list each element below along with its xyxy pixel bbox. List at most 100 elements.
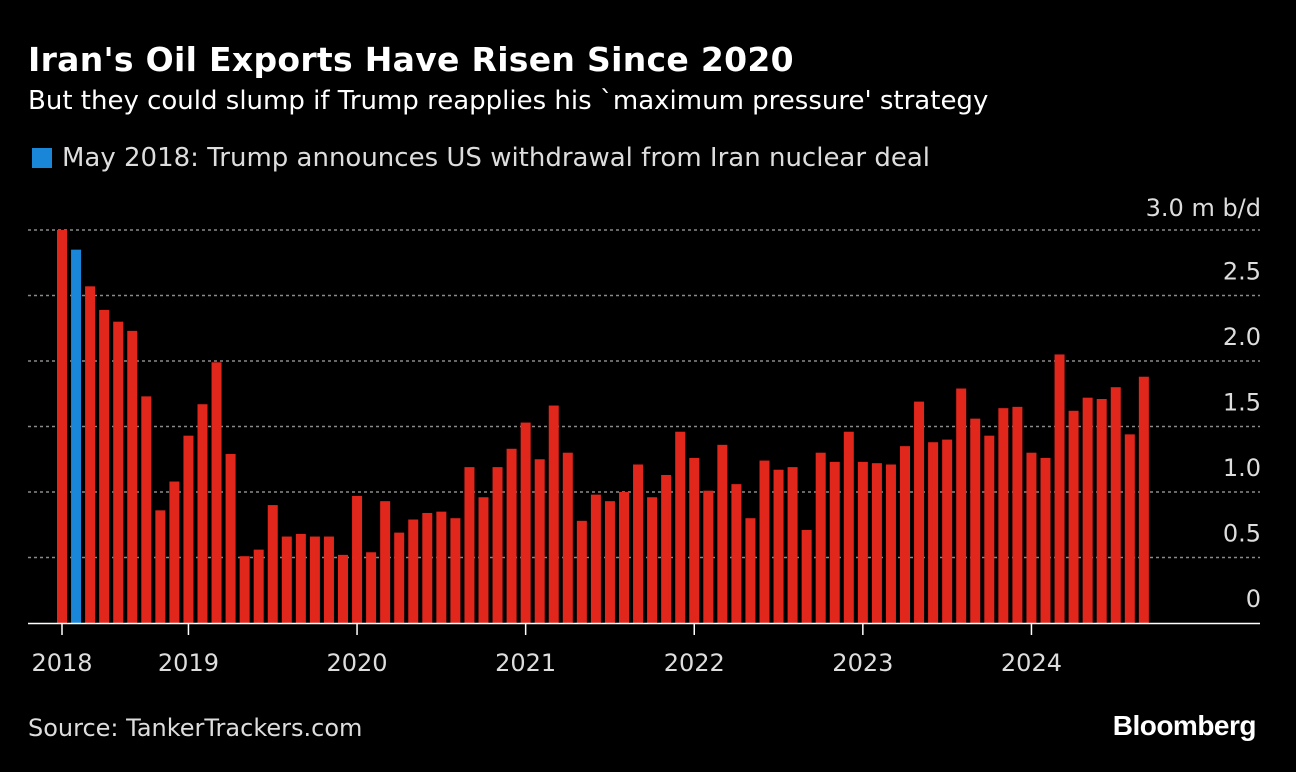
y-tick-label: 0 [1246,585,1261,613]
y-tick-label: 1.5 [1223,389,1261,417]
bar-2021-04 [562,452,573,623]
x-tick-label: 2024 [1001,649,1062,677]
bar-2020-05 [408,519,419,623]
bar-2020-09 [464,467,475,623]
bar-2020-02 [366,552,377,623]
x-tick-label: 2021 [495,649,556,677]
bar-2024-01 [1026,452,1037,623]
bar-2021-02 [534,459,545,623]
bar-2023-12 [1012,406,1023,623]
chart-title: Iran's Oil Exports Have Risen Since 2020 [28,40,794,79]
bar-2018-09 [127,330,138,623]
x-axis: 2018 2019 2020 2021 2022 2023 2024 [28,622,1260,677]
bar-2020-07 [436,511,447,623]
bar-2024-08 [1124,434,1135,623]
bar-2019-05 [239,556,250,623]
bar-2022-10 [815,452,826,623]
x-tick-label: 2023 [832,649,893,677]
bar-2020-03 [380,501,391,623]
x-tick-label: 2020 [327,649,388,677]
y-tick-label: 1.0 [1223,454,1261,482]
bar-2019-03 [211,362,222,623]
legend-swatch [32,148,52,168]
bar-2021-12 [675,431,686,623]
y-tick-label: 2.0 [1223,323,1261,351]
bar-2024-07 [1110,387,1121,623]
bar-2020-04 [394,532,405,623]
bar-2018-11 [155,510,166,623]
bar-2021-11 [661,474,672,623]
bar-2018-05 [71,249,82,623]
bar-2021-06 [590,494,601,623]
chart-subtitle: But they could slump if Trump reapplies … [28,86,989,116]
bars [57,230,1149,623]
bar-2022-04 [731,484,742,623]
bar-2019-08 [281,536,292,623]
bar-2023-08 [956,388,967,623]
x-tick-label: 2018 [31,649,92,677]
bloomberg-logo: Bloomberg [1112,710,1257,741]
bar-2023-04 [900,446,910,623]
bar-2024-09 [1138,376,1149,623]
bar-2021-10 [647,497,658,623]
source-note: Source: TankerTrackers.com [28,714,363,742]
bar-2018-06 [85,286,96,623]
bar-2024-03 [1054,354,1065,623]
bar-2022-02 [703,490,714,623]
x-tick-label: 2022 [664,649,725,677]
bar-2020-01 [352,495,363,623]
legend: May 2018: Trump announces US withdrawal … [32,143,930,173]
bar-2022-05 [745,518,756,623]
bar-2021-01 [520,422,531,623]
bar-2018-08 [113,321,124,623]
bar-2019-09 [295,533,306,623]
bar-2022-07 [773,469,784,623]
bar-2020-11 [492,467,503,623]
bar-2023-06 [928,442,939,623]
bar-2019-12 [338,554,348,623]
bar-2023-03 [885,464,896,623]
y-tick-label: 2.5 [1223,258,1261,286]
bar-2020-06 [422,512,433,623]
bar-2023-05 [914,401,925,623]
bar-2023-11 [998,408,1009,623]
bar-2018-10 [141,396,152,623]
bar-2024-05 [1082,397,1093,623]
bar-2018-12 [169,481,180,623]
bar-2019-01 [183,435,194,623]
bar-2022-01 [689,457,700,623]
bar-2020-10 [478,497,489,623]
bar-2019-02 [197,404,208,623]
bar-2019-10 [309,536,320,623]
bar-2024-06 [1096,398,1107,623]
bar-2019-07 [267,505,278,623]
bar-2022-06 [759,460,770,623]
bar-2020-12 [506,448,517,623]
bar-2021-07 [604,501,615,623]
y-axis: 0 0.5 1.0 1.5 2.0 2.5 3.0 m b/d [1146,194,1261,613]
y-tick-label: 0.5 [1223,520,1261,548]
bar-2023-01 [857,461,868,623]
bar-2021-08 [619,492,629,623]
bar-2019-06 [253,549,264,623]
x-tick-label: 2019 [158,649,219,677]
legend-label: May 2018: Trump announces US withdrawal … [62,143,930,173]
bar-2022-09 [801,529,812,623]
bar-2021-05 [576,520,587,623]
bar-2024-02 [1040,457,1051,623]
bar-2023-09 [970,418,981,623]
bar-2022-11 [829,461,840,623]
y-tick-label: 3.0 m b/d [1146,194,1261,222]
bar-2022-03 [717,444,728,623]
bar-2020-08 [450,518,461,623]
bar-2019-11 [323,536,334,623]
bar-2023-10 [984,435,995,623]
bar-2024-04 [1068,410,1079,623]
bar-2023-02 [871,463,882,623]
bar-2019-04 [225,454,236,623]
bar-2022-08 [787,467,798,623]
bar-2023-07 [942,439,953,623]
bar-2018-07 [99,309,110,623]
bar-2018-04 [57,230,67,623]
